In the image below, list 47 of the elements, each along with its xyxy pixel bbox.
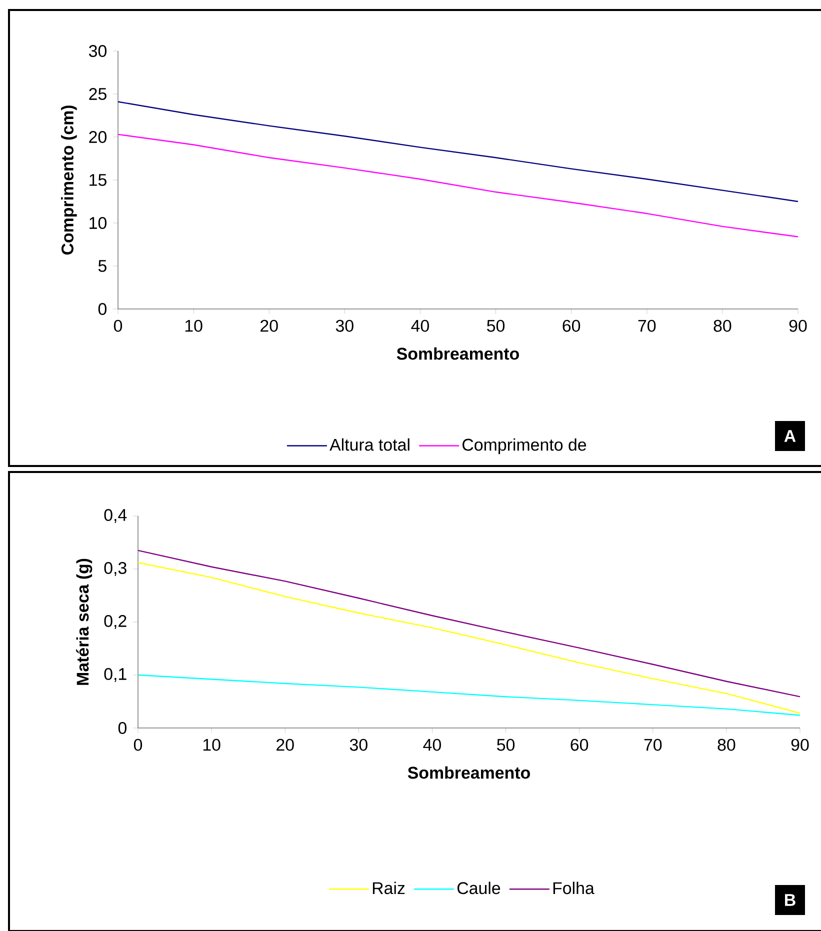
x-tick-label: 20: [276, 738, 294, 751]
x-tick-label: 60: [562, 320, 580, 332]
line-series: [138, 674, 800, 716]
line-series: [138, 562, 800, 714]
y-tick-label: 0: [118, 722, 126, 734]
line-series: [138, 550, 800, 698]
legend-label: Altura total: [330, 438, 410, 451]
x-tick-label: 30: [336, 320, 354, 332]
y-tick-label: 0: [98, 302, 106, 315]
x-tick-label: 50: [487, 320, 505, 332]
text: A: [784, 430, 796, 442]
y-tick-label: 10: [90, 216, 106, 229]
line-series: [118, 134, 798, 238]
y-tick-label: 0,3: [104, 562, 126, 576]
y-axis-title: Matéria seca (g): [76, 558, 92, 685]
x-tick-label: 40: [411, 320, 429, 332]
text: B: [785, 894, 796, 906]
legend-label: Caule: [457, 882, 500, 894]
line-series: [118, 101, 798, 202]
legend-label: Comprimento de: [462, 438, 586, 454]
x-axis-title: Sombreamento: [396, 347, 519, 360]
x-tick-label: 80: [718, 738, 736, 751]
y-tick-label: 0,1: [104, 668, 126, 682]
x-axis-title: Sombreamento: [408, 766, 530, 779]
x-tick-label: 70: [638, 320, 656, 332]
y-tick-label: 0,2: [104, 614, 126, 629]
y-tick-label: 15: [90, 174, 106, 186]
y-tick-label: 25: [89, 88, 106, 100]
x-tick-label: 60: [570, 738, 588, 751]
y-tick-label: 30: [88, 44, 106, 57]
x-tick-label: 90: [791, 738, 809, 751]
y-tick-label: 20: [89, 130, 106, 143]
x-tick-label: 40: [423, 738, 441, 751]
x-tick-label: 20: [260, 320, 278, 332]
y-axis-title: Comprimento (cm): [61, 106, 77, 255]
x-tick-label: 10: [185, 320, 202, 332]
x-tick-label: 90: [789, 320, 807, 332]
y-tick-label: 5: [98, 260, 106, 272]
legend-label: Raiz: [372, 882, 405, 894]
x-tick-label: 80: [714, 320, 732, 332]
x-tick-label: 10: [203, 738, 220, 751]
legend-label: Folha: [553, 882, 594, 894]
y-tick-label: 0,4: [104, 508, 127, 523]
x-tick-label: 70: [644, 738, 662, 751]
x-tick-label: 30: [350, 738, 368, 751]
x-tick-label: 50: [497, 738, 515, 751]
x-tick-label: 0: [134, 738, 142, 751]
